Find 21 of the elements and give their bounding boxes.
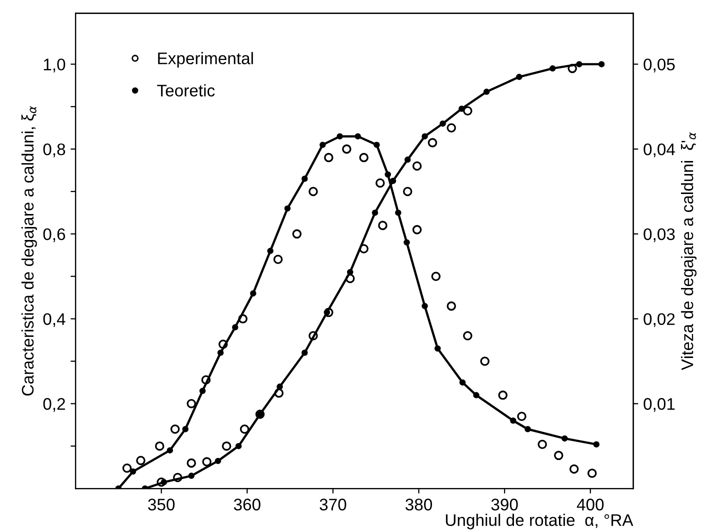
x-tick-label: 390: [491, 498, 518, 510]
y-tick-label: 0,6: [43, 228, 66, 242]
x-tick-label: 350: [148, 498, 175, 510]
y2-tick-label: 0,01: [644, 398, 675, 412]
legend-label: Experimental: [158, 52, 253, 68]
y2-tick-label: 0,02: [644, 313, 675, 327]
x-axis-title: Unghiul de rotatie α, °RA: [446, 514, 634, 530]
legend-label: Teoretic: [157, 84, 215, 96]
x-tick-label: 400: [576, 498, 604, 510]
y2-tick-label: 0,04: [644, 143, 675, 158]
x-tick-label: 380: [406, 498, 432, 510]
y2-tick-label: 0,05: [644, 58, 675, 72]
y-tick-label: 0,8: [43, 143, 66, 158]
y-tick-label: 0,2: [43, 398, 65, 412]
y-axis-title: Caracteristica de degajare a calduni, ξ$_{α}$: [21, 106, 37, 396]
y2-axis-title: Viteza de degajare a calduni ξ'$_{α}$: [680, 132, 697, 370]
y2-tick-label: 0,03: [644, 228, 675, 242]
y-tick-label: 0,4: [43, 313, 66, 327]
y-tick-label: 1,0: [44, 58, 66, 72]
x-tick-label: 360: [234, 498, 260, 510]
x-tick-label: 370: [320, 498, 346, 510]
